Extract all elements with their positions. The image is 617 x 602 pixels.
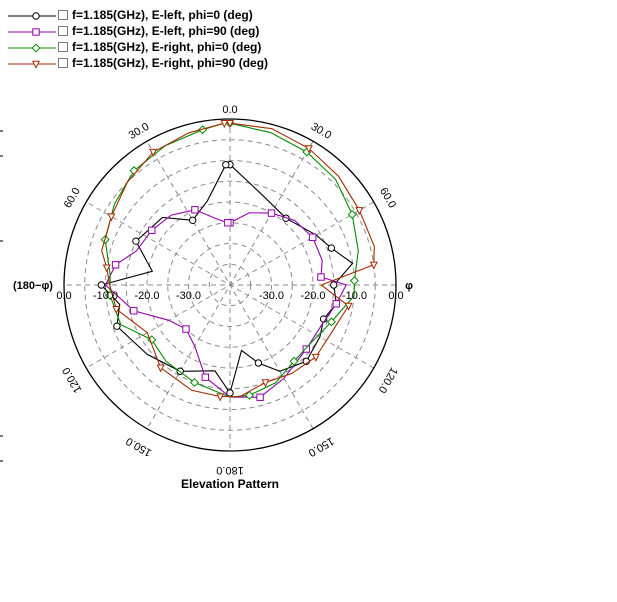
data-point bbox=[130, 307, 138, 315]
data-point bbox=[317, 273, 325, 281]
data-point bbox=[156, 364, 165, 373]
angle-label: 150.0 bbox=[306, 435, 336, 459]
polar-chart: 0.0 180.0 30.0 60.0 120.0 150.0 30.0 60.0 120.0 1… bbox=[13, 104, 413, 491]
series-line bbox=[101, 122, 375, 398]
data-point bbox=[256, 393, 264, 401]
legend-item[interactable]: f=1.185(GHz), E-left, phi=0 (deg) bbox=[6, 8, 306, 24]
angle-label: 30.0 bbox=[309, 121, 334, 142]
data-point bbox=[191, 206, 199, 214]
right-axis-label: φ bbox=[405, 280, 413, 292]
data-point bbox=[31, 60, 41, 69]
data-point bbox=[190, 377, 200, 388]
legend-swatch bbox=[8, 60, 56, 69]
edge-tick bbox=[0, 240, 3, 242]
data-point bbox=[222, 161, 230, 169]
edge-tick bbox=[0, 460, 3, 462]
data-point bbox=[32, 12, 40, 20]
angle-label: 120.0 bbox=[60, 365, 84, 395]
legend-checkbox[interactable] bbox=[58, 58, 68, 68]
legend-label: f=1.185(GHz), E-left, phi=0 (deg) bbox=[72, 8, 253, 22]
data-point bbox=[349, 276, 359, 286]
data-point bbox=[216, 393, 225, 402]
data-point bbox=[31, 43, 41, 53]
data-point bbox=[347, 209, 357, 219]
left-axis-label: (180−φ) bbox=[13, 280, 53, 292]
series-line bbox=[104, 209, 347, 398]
legend-label: f=1.185(GHz), E-right, phi=0 (deg) bbox=[72, 40, 262, 54]
chart-title: Elevation Pattern bbox=[181, 477, 279, 491]
data-point bbox=[304, 145, 313, 154]
data-point bbox=[220, 120, 229, 129]
series-1 bbox=[104, 206, 347, 401]
data-point bbox=[308, 233, 317, 241]
legend-item[interactable]: f=1.185(GHz), E-right, phi=0 (deg) bbox=[6, 40, 306, 56]
legend-item[interactable]: f=1.185(GHz), E-left, phi=90 (deg) bbox=[6, 24, 306, 40]
edge-tick bbox=[0, 155, 3, 157]
data-point bbox=[311, 353, 320, 362]
data-point bbox=[188, 216, 197, 225]
radial-tick-label: 0.0 bbox=[388, 290, 403, 302]
data-point bbox=[107, 213, 116, 222]
data-point bbox=[111, 261, 120, 269]
window-left-edge bbox=[0, 0, 8, 602]
data-point bbox=[355, 207, 364, 216]
angle-label: 120.0 bbox=[376, 365, 400, 395]
legend-swatch bbox=[8, 28, 56, 36]
data-point bbox=[113, 322, 121, 330]
radial-tick-label: 0.0 bbox=[56, 290, 71, 302]
data-point bbox=[224, 219, 232, 227]
legend-checkbox[interactable] bbox=[58, 10, 68, 20]
data-point bbox=[112, 305, 121, 314]
radial-tick-label: -10.0 bbox=[342, 290, 367, 302]
angle-label: 60.0 bbox=[62, 186, 83, 211]
angle-label: 30.0 bbox=[127, 121, 152, 142]
data-point bbox=[326, 317, 336, 327]
legend-swatch bbox=[8, 43, 56, 53]
legend-label: f=1.185(GHz), E-right, phi=90 (deg) bbox=[72, 56, 269, 70]
data-point bbox=[327, 244, 336, 252]
series-3 bbox=[101, 119, 378, 402]
edge-tick bbox=[0, 435, 3, 437]
data-point bbox=[182, 325, 190, 333]
data-point bbox=[369, 261, 378, 270]
edge-tick bbox=[0, 130, 3, 132]
legend: f=1.185(GHz), E-left, phi=0 (deg) f=1.18… bbox=[6, 8, 306, 72]
radial-tick-label: -30.0 bbox=[259, 290, 284, 302]
pattern-curves bbox=[97, 118, 378, 402]
data-point bbox=[302, 345, 310, 353]
data-point bbox=[330, 281, 338, 289]
angle-label: 180.0 bbox=[216, 464, 244, 476]
legend-item[interactable]: f=1.185(GHz), E-right, phi=90 (deg) bbox=[6, 56, 306, 72]
legend-swatch bbox=[8, 12, 56, 20]
data-point bbox=[132, 237, 140, 245]
legend-checkbox[interactable] bbox=[58, 26, 68, 36]
data-point bbox=[97, 281, 106, 289]
data-point bbox=[102, 264, 111, 273]
radial-tick-label: -20.0 bbox=[134, 290, 159, 302]
data-point bbox=[244, 390, 254, 400]
series-0 bbox=[97, 160, 354, 397]
data-point bbox=[289, 356, 299, 366]
radial-tick-label: -30.0 bbox=[176, 290, 201, 302]
angle-label: 0.0 bbox=[222, 104, 237, 116]
radial-tick-label: -10.0 bbox=[93, 290, 118, 302]
data-point bbox=[332, 300, 340, 308]
data-point bbox=[149, 148, 158, 157]
data-point bbox=[32, 28, 40, 36]
data-point bbox=[254, 359, 263, 367]
angle-label: 150.0 bbox=[124, 435, 154, 459]
legend-checkbox[interactable] bbox=[58, 42, 68, 52]
data-point bbox=[261, 379, 270, 388]
angle-label: 60.0 bbox=[377, 186, 398, 211]
data-point bbox=[201, 373, 209, 381]
data-point bbox=[225, 119, 235, 128]
legend-label: f=1.185(GHz), E-left, phi=90 (deg) bbox=[72, 24, 260, 38]
data-point bbox=[344, 302, 353, 311]
data-point bbox=[148, 226, 156, 234]
data-point bbox=[267, 209, 276, 217]
grid-spoke bbox=[146, 140, 314, 430]
radial-tick-label: -20.0 bbox=[300, 290, 325, 302]
